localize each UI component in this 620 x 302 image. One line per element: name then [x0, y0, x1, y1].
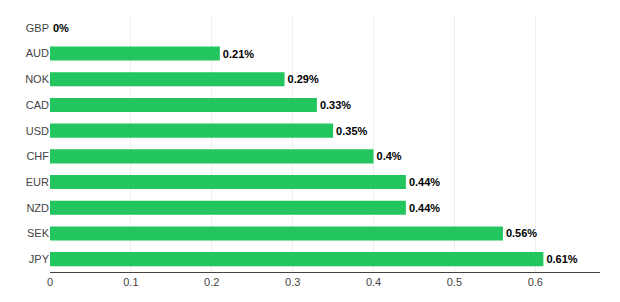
svg-text:0.4%: 0.4%	[377, 150, 402, 162]
svg-text:NOK: NOK	[25, 73, 50, 85]
svg-text:USD: USD	[26, 124, 49, 136]
svg-text:0.56%: 0.56%	[506, 227, 537, 239]
svg-text:0.2: 0.2	[204, 276, 219, 288]
svg-text:0.4: 0.4	[366, 276, 381, 288]
svg-text:0.35%: 0.35%	[336, 125, 367, 137]
svg-text:0.61%: 0.61%	[546, 253, 577, 265]
svg-text:0.21%: 0.21%	[223, 48, 254, 60]
svg-text:SEK: SEK	[27, 227, 50, 239]
svg-text:AUD: AUD	[26, 47, 49, 59]
svg-text:0%: 0%	[53, 22, 69, 34]
svg-text:CHF: CHF	[26, 150, 49, 162]
svg-text:EUR: EUR	[26, 176, 49, 188]
svg-text:0.44%: 0.44%	[409, 202, 440, 214]
svg-text:0: 0	[47, 276, 53, 288]
svg-text:0.5: 0.5	[447, 276, 462, 288]
svg-text:GBP: GBP	[26, 22, 49, 34]
svg-text:NZD: NZD	[26, 202, 49, 214]
svg-text:0.3: 0.3	[285, 276, 300, 288]
svg-text:JPY: JPY	[29, 253, 50, 265]
svg-text:0.33%: 0.33%	[320, 99, 351, 111]
svg-text:CAD: CAD	[26, 99, 49, 111]
svg-text:0.44%: 0.44%	[409, 176, 440, 188]
svg-text:0.6: 0.6	[528, 276, 543, 288]
svg-text:0.29%: 0.29%	[288, 73, 319, 85]
svg-text:0.1: 0.1	[123, 276, 138, 288]
